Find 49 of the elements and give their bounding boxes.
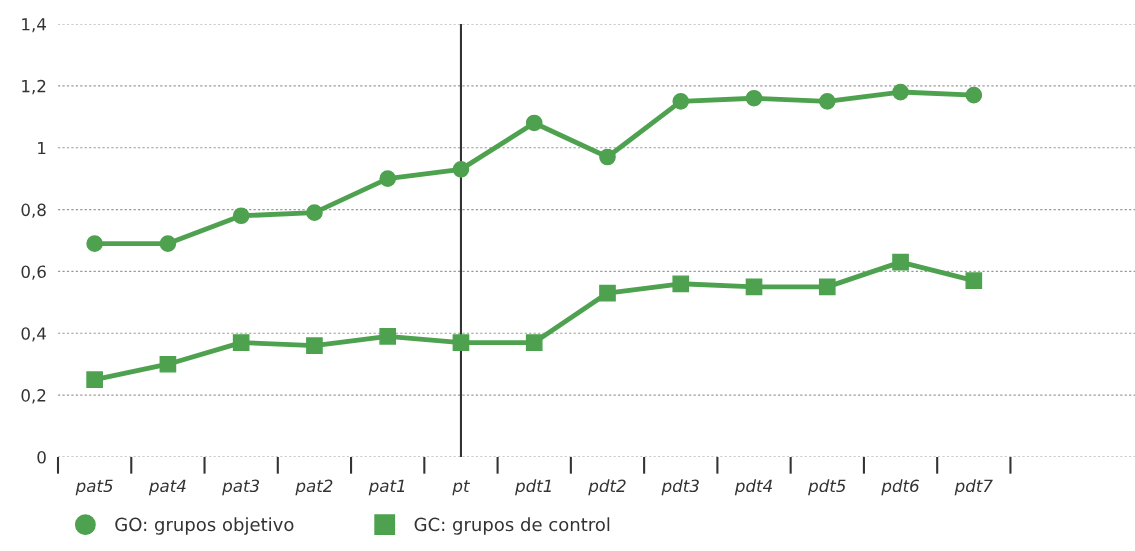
x-tick-label: pdt1 (515, 479, 551, 496)
point (86, 371, 103, 389)
point (379, 328, 397, 345)
point (818, 278, 836, 296)
point (159, 355, 177, 373)
x-tick-label: pdt4 (734, 479, 772, 496)
point (965, 272, 983, 290)
point (965, 86, 983, 104)
point (306, 204, 323, 221)
point (818, 92, 836, 110)
y-tick-label: 0 (37, 450, 46, 464)
point (672, 92, 690, 110)
x-tick-label: pdt3 (661, 479, 699, 496)
x-tick-label: pdt6 (881, 479, 919, 496)
x-tick-label: pdt7 (954, 479, 993, 496)
y-tick-label: 0,4 (21, 327, 46, 342)
legend-label: GO: grupos objetivo (115, 517, 294, 535)
point (525, 334, 543, 351)
point (525, 114, 543, 132)
point (599, 284, 616, 302)
x-tick-label: pat4 (148, 479, 186, 496)
x-tick-label: pat5 (75, 479, 113, 496)
x-tick-label: pt (452, 480, 471, 496)
point (86, 235, 103, 252)
point (232, 207, 250, 225)
point (599, 148, 616, 166)
point (892, 253, 909, 271)
y-tick-label: 1,4 (22, 18, 46, 33)
point (745, 278, 763, 296)
point (452, 161, 470, 178)
point (159, 235, 177, 252)
point (306, 337, 323, 354)
x-tick-label: pat1 (368, 479, 405, 496)
point (745, 89, 763, 107)
point (672, 275, 690, 293)
point (379, 170, 397, 187)
y-tick-label: 0,8 (21, 203, 46, 218)
point (232, 334, 250, 351)
x-tick-label: pdt2 (588, 479, 626, 496)
y-tick-label: 1,2 (22, 79, 46, 95)
x-tick-label: pat2 (295, 479, 333, 496)
x-tick-label: pat3 (222, 479, 260, 496)
point (452, 334, 470, 351)
y-tick-label: 0,6 (21, 265, 46, 280)
y-tick-label: 1 (38, 141, 46, 155)
point (892, 83, 909, 101)
legend-label: GC: grupos de control (414, 517, 610, 535)
y-tick-label: 0,2 (21, 389, 46, 404)
x-tick-label: pdt5 (808, 479, 846, 496)
